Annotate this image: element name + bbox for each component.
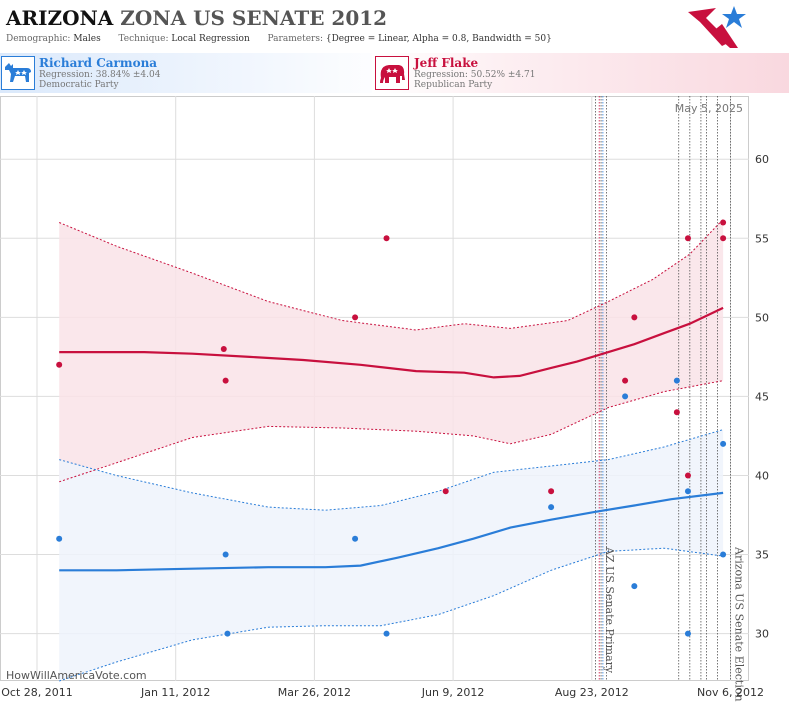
y-tick-label: 60 [755, 153, 769, 166]
candidate-card-republican: Jeff Flake Regression: 50.52% ±4.71 Repu… [372, 53, 789, 93]
title-race: ZONA US SENATE 2012 [120, 6, 388, 30]
candidate-party: Republican Party [414, 80, 493, 90]
data-point [684, 488, 691, 495]
candidate-name: Jeff Flake [414, 56, 479, 70]
candidate-party: Democratic Party [39, 80, 119, 90]
data-point [684, 235, 691, 242]
data-point [720, 440, 727, 447]
y-tick-label: 40 [755, 469, 769, 482]
y-tick-label: 35 [755, 549, 769, 562]
parameters-value: {Degree = Linear, Alpha = 0.8, Bandwidth… [325, 34, 552, 44]
x-tick-label: Nov 6, 2012 [697, 686, 764, 699]
trend-line [59, 306, 724, 379]
watermark: HowWillAmericaVote.com [6, 669, 147, 682]
y-tick-label: 45 [755, 390, 769, 403]
data-point [622, 393, 629, 400]
data-point [631, 314, 638, 321]
data-point [720, 235, 727, 242]
confidence-band [59, 219, 724, 482]
candidate-name: Richard Carmona [39, 56, 158, 70]
data-point [383, 630, 390, 637]
event-label: AZ US Senate Primary [603, 546, 616, 674]
poll-chart: AZ US Senate Primary Arizona US Senate El… [0, 96, 769, 702]
data-point [684, 630, 691, 637]
x-tick-label: Jan 11, 2012 [140, 686, 210, 699]
data-point [622, 377, 629, 384]
data-point [352, 535, 359, 542]
data-point [56, 535, 63, 542]
star-logo-icon[interactable] [686, 2, 748, 50]
x-tick-label: Aug 23, 2012 [555, 686, 629, 699]
data-point [56, 361, 63, 368]
y-tick-label: 50 [755, 311, 769, 324]
candidate-regression: Regression: 38.84% ±4.04 [39, 70, 161, 80]
page-title: ARIZONA ZONA US SENATE 2012 [6, 6, 387, 30]
data-point [684, 472, 691, 479]
data-point [631, 583, 638, 590]
data-point [222, 377, 229, 384]
x-tick-label: Mar 26, 2012 [278, 686, 351, 699]
technique-value: Local Regression [171, 34, 250, 44]
data-point [224, 630, 231, 637]
title-state: ARIZONA [6, 6, 114, 30]
data-point [442, 488, 449, 495]
y-tick-label: 30 [755, 628, 769, 641]
data-point [673, 409, 680, 416]
confidence-band [59, 429, 724, 681]
data-point [673, 377, 680, 384]
band-upper-line [59, 218, 724, 331]
band-upper-line [59, 429, 724, 511]
candidate-regression: Regression: 50.52% ±4.71 [414, 70, 536, 80]
demographic-label: Demographic: [6, 34, 71, 44]
data-point [222, 551, 229, 558]
elephant-icon [375, 56, 409, 90]
data-point [220, 345, 227, 352]
donkey-icon [1, 56, 35, 90]
band-lower-line [59, 380, 724, 483]
parameters-label: Parameters: [267, 34, 323, 44]
y-tick-label: 55 [755, 232, 769, 245]
date-label: May 5, 2025 [675, 102, 743, 115]
data-point [383, 235, 390, 242]
data-point [720, 551, 727, 558]
candidate-card-democrat: Richard Carmona Regression: 38.84% ±4.04… [0, 53, 400, 93]
header: ARIZONA ZONA US SENATE 2012 Demographic:… [0, 0, 749, 52]
data-point [352, 314, 359, 321]
data-point [720, 219, 727, 226]
x-tick-label: Jun 9, 2012 [421, 686, 485, 699]
demographic-value: Males [73, 34, 101, 44]
x-tick-label: Oct 28, 2011 [1, 686, 73, 699]
trend-line [59, 491, 724, 572]
technique-label: Technique: [118, 34, 169, 44]
data-point [548, 504, 555, 511]
event-label: Arizona US Senate Election [733, 546, 746, 702]
data-point [548, 488, 555, 495]
parameters-line: Demographic: Males Technique: Local Regr… [6, 34, 552, 44]
